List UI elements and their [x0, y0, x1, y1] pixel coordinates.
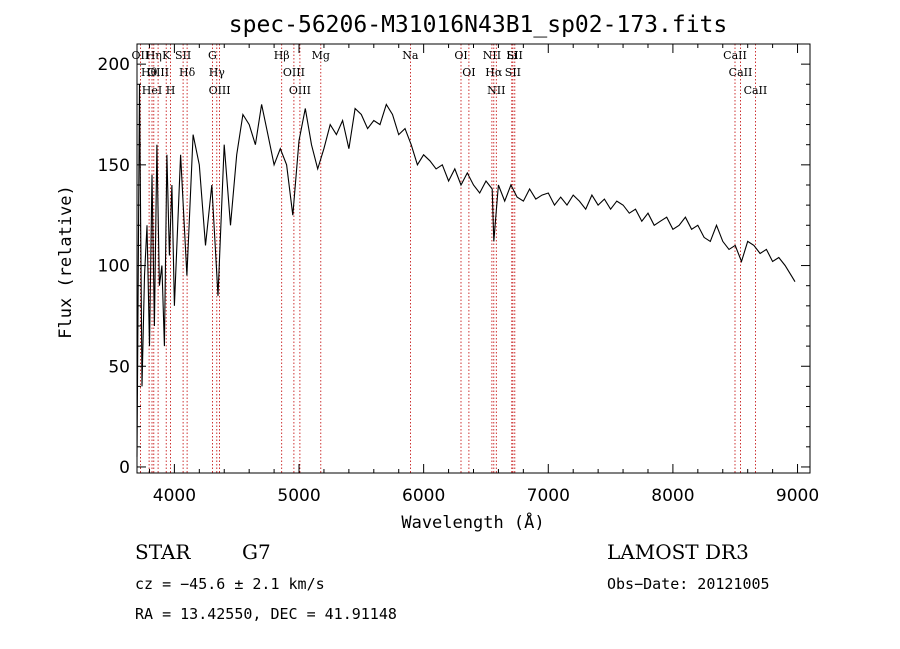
- x-tick-label: 5000: [277, 486, 320, 506]
- spectral-line-label: OI: [462, 66, 475, 79]
- spectral-line-label: Na: [402, 49, 419, 62]
- spectral-line-label: Hθ: [141, 66, 158, 79]
- spectral-line-label: OIII: [289, 84, 311, 97]
- survey-name: LAMOST DR3: [607, 540, 749, 564]
- spectral-line-label: OIII: [283, 66, 305, 79]
- spectral-line-label: Hβ: [274, 49, 290, 62]
- spectral-line-label: CaII: [729, 66, 753, 79]
- spectral-line-label: Li: [506, 49, 517, 62]
- y-tick-label: 100: [98, 257, 130, 277]
- plot-frame: [136, 43, 811, 474]
- spectral-line-label: G: [208, 49, 217, 62]
- x-axis-ticks: 4000 5000 6000 7000 8000 9000: [148, 44, 819, 506]
- spectral-line-label: K: [162, 49, 171, 62]
- spectral-line-label: SII: [505, 66, 521, 79]
- spectral-line-label: CaII: [744, 84, 768, 97]
- flux-series-line: [136, 84, 796, 457]
- y-axis-label: Flux (relative): [56, 185, 76, 339]
- coordinates: RA = 13.42550, DEC = 41.91148: [135, 605, 397, 623]
- spectral-line-label: Hδ: [179, 66, 196, 79]
- spectral-line-label: NII: [483, 49, 501, 62]
- y-tick-label: 50: [108, 357, 130, 377]
- spectral-line-label: Hγ: [209, 66, 226, 79]
- observation-date: Obs−Date: 20121005: [607, 575, 770, 593]
- y-axis-ticks: 0 50 100 150 200: [98, 55, 810, 478]
- spectral-line-label: HeI: [142, 84, 162, 97]
- spectral-line-label: Hα: [485, 66, 503, 79]
- spectral-line-label: CaII: [723, 49, 747, 62]
- spectral-line-labels: OII Hθ HeI Hη OIII K H SII Hδ G Hγ OIII Hβ OIII OIII Mg…: [132, 49, 768, 97]
- spectral-line-label: OI: [454, 49, 467, 62]
- chart-title: spec-56206-M31016N43B1_sp02-173.fits: [229, 12, 728, 38]
- x-tick-label: 9000: [776, 486, 819, 506]
- spectral-line-label: OIII: [209, 84, 231, 97]
- x-axis-label: Wavelength (Å): [401, 511, 544, 533]
- redshift-velocity: cz = −45.6 ± 2.1 km/s: [135, 575, 325, 593]
- subclass: G7: [242, 540, 271, 564]
- y-tick-label: 200: [98, 55, 130, 75]
- spectral-line-label: OIII: [147, 66, 169, 79]
- x-tick-label: 4000: [153, 486, 196, 506]
- spectral-line-markers: [139, 44, 756, 473]
- spectral-line-label: SII: [175, 49, 191, 62]
- y-tick-label: 0: [119, 458, 130, 478]
- spectral-line-label: SII: [507, 49, 523, 62]
- y-tick-label: 150: [98, 156, 130, 176]
- spectral-line-label: OII: [132, 49, 150, 62]
- spectral-line-label: H: [166, 84, 176, 97]
- spectral-line-label: Mg: [312, 49, 330, 62]
- x-tick-label: 7000: [527, 486, 570, 506]
- object-type: STAR: [135, 540, 191, 564]
- spectral-line-label: NII: [487, 84, 505, 97]
- spectral-line-label: Hη: [146, 49, 162, 62]
- x-tick-label: 6000: [402, 486, 445, 506]
- x-tick-label: 8000: [651, 486, 694, 506]
